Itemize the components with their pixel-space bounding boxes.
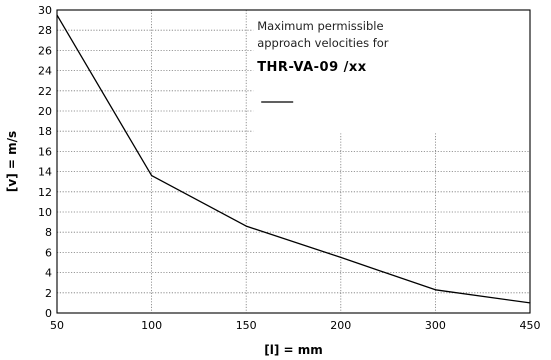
y-tick-label: 16: [38, 145, 52, 158]
y-tick-label: 2: [45, 287, 52, 300]
y-tick-label: 30: [38, 4, 52, 17]
x-tick-label: 100: [141, 319, 162, 332]
y-tick-label: 18: [38, 125, 52, 138]
legend-text-line-2: approach velocities for: [257, 36, 389, 50]
data-point: [56, 14, 57, 15]
y-tick-label: 20: [38, 105, 52, 118]
y-tick-label: 22: [38, 85, 52, 98]
legend-text-line-1: Maximum permissible: [257, 19, 383, 33]
y-tick-label: 8: [45, 226, 52, 239]
y-tick-label: 12: [38, 186, 52, 199]
data-point: [529, 302, 530, 303]
y-axis-title: [v] = m/s: [5, 131, 19, 192]
data-point: [435, 289, 436, 290]
y-tick-label: 14: [38, 166, 52, 179]
x-tick-label: 200: [330, 319, 351, 332]
data-point: [340, 257, 341, 258]
y-tick-label: 6: [45, 246, 52, 259]
x-tick-label: 300: [425, 319, 446, 332]
data-point: [151, 175, 152, 176]
x-axis-title: [l] = mm: [264, 343, 323, 357]
y-tick-label: 10: [38, 206, 52, 219]
legend-model-name: THR-VA-09 /xx: [257, 60, 367, 75]
x-tick-label: 50: [50, 319, 64, 332]
y-tick-label: 4: [45, 267, 52, 280]
x-tick-label: 150: [236, 319, 257, 332]
y-tick-label: 26: [38, 44, 52, 57]
data-point: [246, 226, 247, 227]
y-tick-label: 28: [38, 24, 52, 37]
y-tick-label: 24: [38, 65, 52, 78]
x-tick-label: 450: [520, 319, 541, 332]
